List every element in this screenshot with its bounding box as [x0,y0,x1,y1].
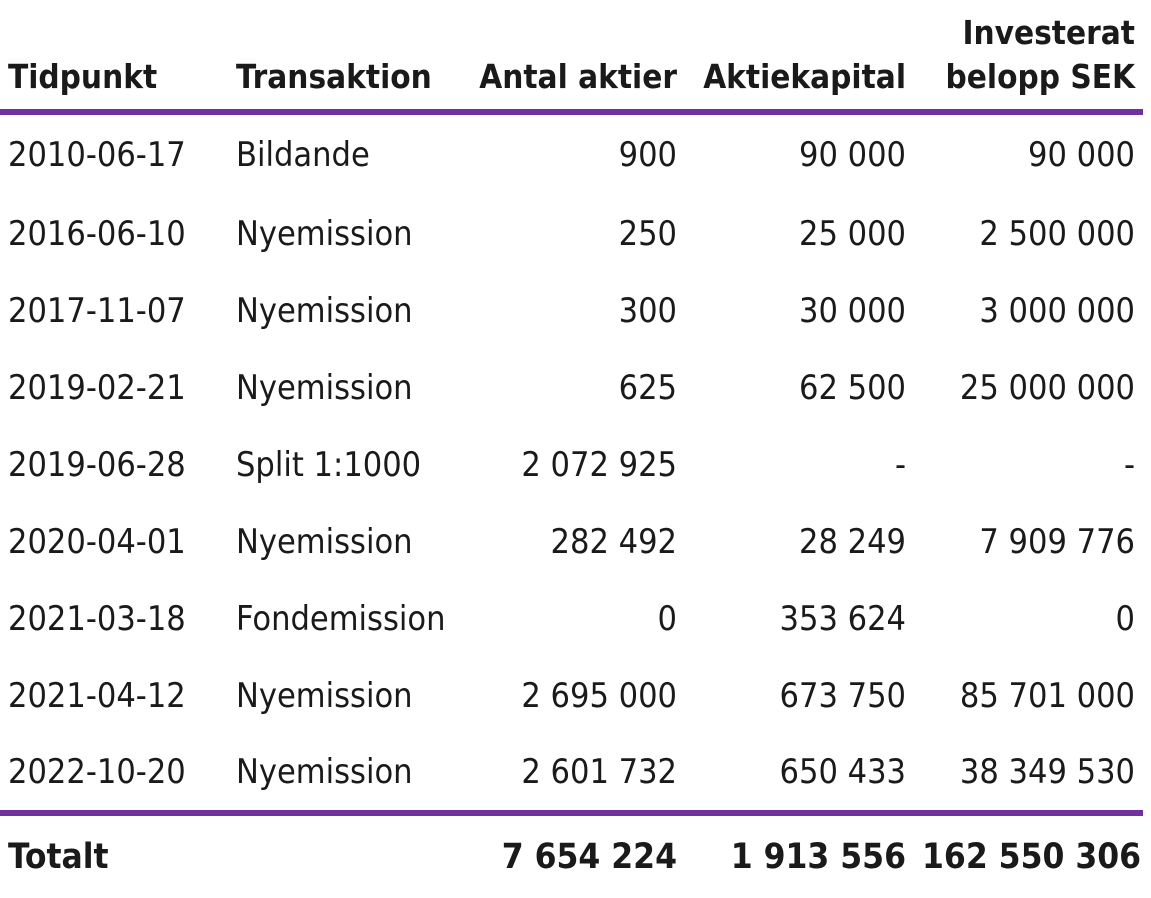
cell-transaction: Split 1:1000 [236,444,422,485]
totals-empty-cell [228,810,460,898]
table-row: 2021-03-18 Fondemission 0 353 624 0 [0,580,1143,657]
cell-transaction: Nyemission [236,290,413,331]
cell-shares: 2 601 732 [521,752,677,792]
cell-date: 2016-06-10 [8,213,186,254]
table-row: 2020-04-01 Nyemission 282 492 28 249 7 909 7… [0,503,1143,580]
cell-date: 2019-06-28 [8,444,186,485]
cell-date: 2021-04-12 [8,675,186,716]
header-row: Tidpunkt Transaktion Antal aktier Aktiek… [0,0,1143,115]
cell-invested: 2 500 000 [979,213,1135,254]
header-shares: Antal aktier [460,0,685,115]
cell-invested: 38 349 530 [959,752,1135,792]
cell-transaction: Nyemission [236,521,413,562]
cell-capital: - [894,444,906,485]
header-invested: Investerat belopp SEK [914,0,1143,115]
cell-invested: 0 [1115,598,1135,639]
table-row: 2019-06-28 Split 1:1000 2 072 925 - - [0,426,1143,503]
cell-capital: 62 500 [799,367,906,408]
cell-date: 2019-02-21 [8,367,186,408]
table-row: 2021-04-12 Nyemission 2 695 000 673 750 85 7… [0,657,1143,734]
table-header: Tidpunkt Transaktion Antal aktier Aktiek… [0,0,1143,115]
cell-invested: 7 909 776 [979,521,1135,562]
cell-capital: 650 433 [779,752,906,792]
header-transaction: Transaktion [228,0,460,115]
totals-row: Totalt 7 654 224 1 913 556 162 550 306 [0,810,1143,898]
cell-invested: 85 701 000 [959,675,1135,716]
cell-shares: 282 492 [550,521,677,562]
cell-capital: 90 000 [799,135,906,175]
cell-invested: 25 000 000 [959,367,1135,408]
table-row: 2010-06-17 Bildande 900 90 000 90 000 [0,112,1143,195]
cell-transaction: Fondemission [236,598,446,639]
cell-shares: 300 [618,290,677,331]
totals-capital: 1 913 556 [685,810,914,898]
cell-date: 2017-11-07 [8,290,186,331]
cell-shares: 900 [618,135,677,175]
cell-shares: 625 [618,367,677,408]
header-invested-line2: belopp SEK [945,57,1135,96]
cell-invested: 90 000 [1028,135,1135,175]
totals-shares: 7 654 224 [460,810,685,898]
header-capital: Aktiekapital [685,0,914,115]
table-row: 2017-11-07 Nyemission 300 30 000 3 000 000 [0,272,1143,349]
table-row: 2022-10-20 Nyemission 2 601 732 650 433 38 3… [0,734,1143,813]
cell-date: 2010-06-17 [8,135,186,175]
cell-transaction: Nyemission [236,752,413,792]
cell-invested: - [1123,444,1135,485]
table-row: 2019-02-21 Nyemission 625 62 500 25 000 000 [0,349,1143,426]
cell-capital: 30 000 [799,290,906,331]
cell-shares: 250 [618,213,677,254]
cell-transaction: Nyemission [236,675,413,716]
cell-shares: 2 695 000 [521,675,677,716]
cell-capital: 25 000 [799,213,906,254]
cell-transaction: Nyemission [236,367,413,408]
cell-date: 2021-03-18 [8,598,186,639]
cell-date: 2022-10-20 [8,752,186,792]
cell-invested: 3 000 000 [979,290,1135,331]
cell-capital: 353 624 [779,598,906,639]
table-body: 2010-06-17 Bildande 900 90 000 90 000 2016-06… [0,112,1143,813]
header-date: Tidpunkt [0,0,228,115]
table-row: 2016-06-10 Nyemission 250 25 000 2 500 000 [0,195,1143,272]
cell-capital: 28 249 [799,521,906,562]
totals-label: Totalt [0,810,228,898]
cell-date: 2020-04-01 [8,521,186,562]
cell-shares: 0 [657,598,677,639]
table-footer: Totalt 7 654 224 1 913 556 162 550 306 [0,810,1143,898]
cell-capital: 673 750 [779,675,906,716]
totals-invested: 162 550 306 [914,810,1143,898]
cell-transaction: Nyemission [236,213,413,254]
cell-shares: 2 072 925 [521,444,677,485]
header-invested-line1: Investerat [962,13,1135,52]
cell-transaction: Bildande [236,135,370,175]
